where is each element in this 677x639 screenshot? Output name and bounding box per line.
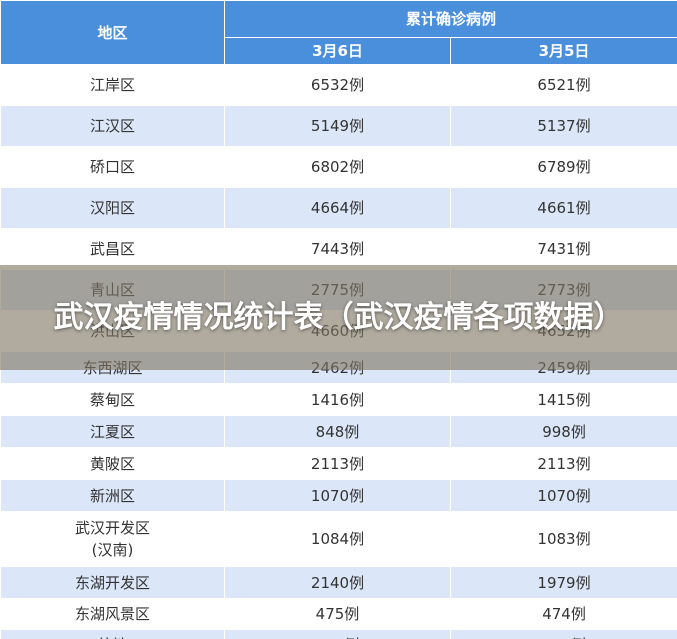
region-cell: 武汉开发区 (汉南) xyxy=(0,511,225,567)
count-cell: 2113例 xyxy=(449,447,677,480)
overlay-banner: 武汉疫情情况统计表（武汉疫情各项数据） xyxy=(0,265,677,370)
count-cell: 6789例 xyxy=(449,146,677,188)
table-row: 硚口区 6802例 6789例 xyxy=(0,146,677,188)
header-group: 累计确诊病例 xyxy=(223,0,677,38)
header-date: 3月6日 xyxy=(224,37,451,65)
table-row: 黄陂区 2113例 2113例 xyxy=(0,447,677,480)
count-cell: 1416例 xyxy=(224,383,451,416)
table-row: 武汉开发区 (汉南) 1084例 1083例 xyxy=(0,511,677,567)
table-row: 江汉区 5149例 5137例 xyxy=(0,105,677,147)
region-cell: 外地 xyxy=(0,629,225,639)
table-row: 东湖风景区 475例 474例 xyxy=(0,598,677,630)
count-cell: 474例 xyxy=(449,598,677,630)
overlay-title: 武汉疫情情况统计表（武汉疫情各项数据） xyxy=(53,299,624,335)
count-cell: 5137例 xyxy=(449,105,677,147)
count-cell: 5149例 xyxy=(224,105,451,147)
table-row: 汉阳区 4664例 4661例 xyxy=(0,187,677,229)
count-cell: 475例 xyxy=(224,598,451,630)
header-date: 3月5日 xyxy=(449,37,677,65)
count-cell: 1979例 xyxy=(449,566,677,599)
table-row: 东湖开发区 2140例 1979例 xyxy=(0,566,677,599)
count-cell: 4661例 xyxy=(449,187,677,229)
region-cell: 新洲区 xyxy=(0,479,225,512)
count-cell: 1070例 xyxy=(449,479,677,512)
count-cell: 998例 xyxy=(449,415,677,448)
region-cell: 东湖风景区 xyxy=(0,598,225,630)
count-cell: 2113例 xyxy=(224,447,451,480)
count-cell: 848例 xyxy=(224,415,451,448)
count-cell: 2140例 xyxy=(224,566,451,599)
region-cell: 东湖开发区 xyxy=(0,566,225,599)
count-cell: 1084例 xyxy=(224,511,451,567)
count-cell: 6532例 xyxy=(224,64,451,106)
region-cell: 黄陂区 xyxy=(0,447,225,480)
count-cell: 242例 xyxy=(449,629,677,639)
region-cell: 江汉区 xyxy=(0,105,225,147)
count-cell: 240例 xyxy=(224,629,451,639)
region-cell: 蔡甸区 xyxy=(0,383,225,416)
table-row: 江岸区 6532例 6521例 xyxy=(0,64,677,106)
count-cell: 1415例 xyxy=(449,383,677,416)
region-cell: 武昌区 xyxy=(0,228,225,270)
table-row: 蔡甸区 1416例 1415例 xyxy=(0,383,677,416)
count-cell: 1070例 xyxy=(224,479,451,512)
count-cell: 4664例 xyxy=(224,187,451,229)
count-cell: 1083例 xyxy=(449,511,677,567)
table-row: 武昌区 7443例 7431例 xyxy=(0,228,677,270)
region-cell: 硚口区 xyxy=(0,146,225,188)
table-row: 外地240例242例 xyxy=(0,629,677,639)
region-cell: 汉阳区 xyxy=(0,187,225,229)
header-region: 地区 xyxy=(0,0,225,65)
count-cell: 7443例 xyxy=(224,228,451,270)
count-cell: 6802例 xyxy=(224,146,451,188)
count-cell: 6521例 xyxy=(449,64,677,106)
region-cell: 江岸区 xyxy=(0,64,225,106)
table-row: 新洲区 1070例 1070例 xyxy=(0,479,677,512)
count-cell: 7431例 xyxy=(449,228,677,270)
region-cell: 江夏区 xyxy=(0,415,225,448)
table-row: 江夏区 848例 998例 xyxy=(0,415,677,448)
